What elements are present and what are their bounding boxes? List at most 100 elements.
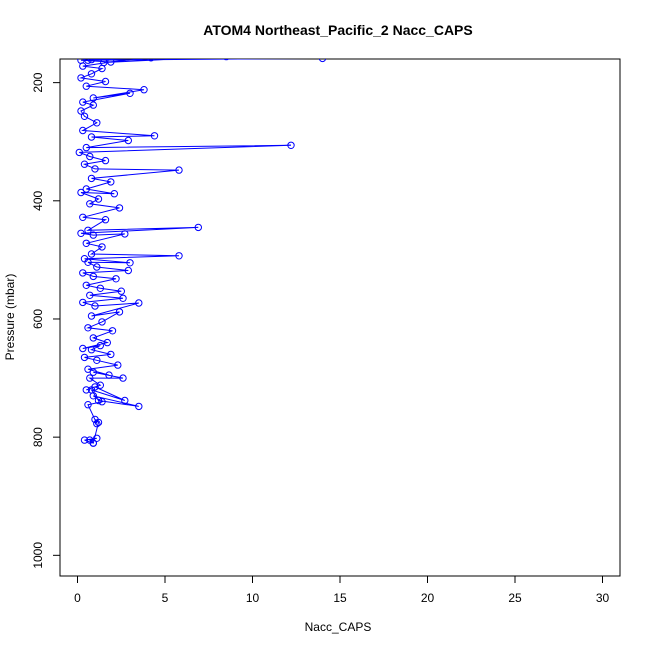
data-point: [79, 126, 87, 135]
data-point: [93, 419, 101, 428]
data-point: [115, 308, 124, 316]
data-point: [82, 143, 91, 152]
data-point: [126, 89, 134, 98]
data-point: [91, 383, 99, 391]
data-point: [115, 204, 124, 212]
data-point: [87, 133, 96, 141]
data-point: [107, 350, 115, 359]
data-point: [98, 318, 106, 326]
series-line: [79, 59, 310, 444]
data-point: [135, 299, 143, 307]
data-point: [105, 371, 113, 379]
data-point: [79, 213, 87, 222]
data-point: [93, 434, 101, 442]
data-point: [94, 396, 103, 405]
x-axis-label: Nacc_CAPS: [305, 620, 372, 634]
data-point: [86, 152, 94, 161]
data-point: [117, 287, 126, 295]
data-point: [124, 266, 133, 275]
data-point: [107, 178, 115, 186]
data-point: [77, 188, 85, 197]
data-point: [103, 338, 112, 347]
data-point: [77, 74, 85, 82]
y-axis: 200 400 600 800 1000: [31, 72, 60, 569]
data-point: [96, 284, 105, 292]
data-point: [87, 250, 96, 258]
data-point: [84, 401, 92, 409]
data-point: [87, 59, 96, 64]
data-point: [89, 94, 98, 102]
y-axis-label: Pressure (mbar): [3, 274, 17, 361]
data-point: [124, 136, 133, 145]
data-point: [87, 70, 96, 78]
x-tick-label: 0: [74, 591, 81, 605]
data-point: [98, 243, 106, 251]
data-point: [93, 119, 101, 127]
x-tick-label: 10: [246, 591, 260, 605]
data-point: [119, 374, 127, 382]
data-point: [79, 298, 87, 307]
data-point: [80, 160, 89, 168]
data-point: [87, 312, 96, 320]
data-point: [175, 252, 183, 260]
data-point: [147, 59, 155, 62]
data-point: [77, 229, 85, 238]
data-point: [91, 415, 99, 424]
data-point: [84, 59, 92, 64]
y-tick-label: 800: [31, 427, 45, 447]
data-point: [82, 82, 91, 90]
series-points: [75, 59, 327, 447]
data-point: [114, 361, 122, 369]
data-point: [82, 281, 91, 289]
x-tick-label: 5: [162, 591, 169, 605]
data-point: [135, 402, 143, 411]
x-tick-label: 20: [421, 591, 435, 605]
data-point: [94, 195, 103, 203]
data-point: [77, 107, 85, 115]
data-point: [89, 101, 98, 109]
data-point: [175, 166, 183, 174]
data-point: [101, 77, 110, 86]
data-point: [75, 148, 84, 157]
x-axis: 0 5 10 15 20 25 30: [74, 576, 609, 605]
data-point: [77, 59, 85, 64]
data-point: [98, 398, 106, 406]
data-point: [84, 226, 92, 235]
plot-area: [75, 59, 327, 447]
data-point: [86, 374, 94, 382]
data-point: [150, 132, 159, 140]
data-point: [79, 344, 87, 353]
data-point: [84, 324, 92, 332]
data-point: [89, 272, 98, 281]
data-point: [121, 230, 129, 238]
y-tick-label: 600: [31, 309, 45, 329]
y-tick-label: 1000: [31, 542, 45, 569]
data-point: [140, 86, 148, 94]
data-point: [86, 200, 94, 208]
data-point: [79, 98, 87, 106]
y-tick-label: 200: [31, 72, 45, 92]
data-point: [126, 259, 134, 267]
x-tick-label: 25: [508, 591, 522, 605]
data-point: [80, 255, 89, 263]
data-point: [79, 269, 87, 277]
data-point: [101, 156, 110, 165]
data-point: [194, 223, 203, 232]
data-point: [80, 353, 89, 362]
data-point: [121, 396, 129, 405]
data-point: [110, 190, 119, 198]
data-point: [112, 275, 120, 283]
data-point: [93, 263, 101, 271]
data-point: [119, 294, 127, 302]
data-point: [89, 439, 98, 447]
chart-title: ATOM4 Northeast_Pacific_2 Nacc_CAPS: [203, 22, 472, 38]
data-point: [82, 239, 91, 248]
x-tick-label: 30: [596, 591, 610, 605]
data-point: [96, 341, 105, 350]
data-point: [87, 174, 96, 183]
data-point: [101, 216, 110, 224]
data-point: [91, 302, 99, 310]
data-point: [108, 327, 117, 335]
data-point: [87, 346, 96, 354]
